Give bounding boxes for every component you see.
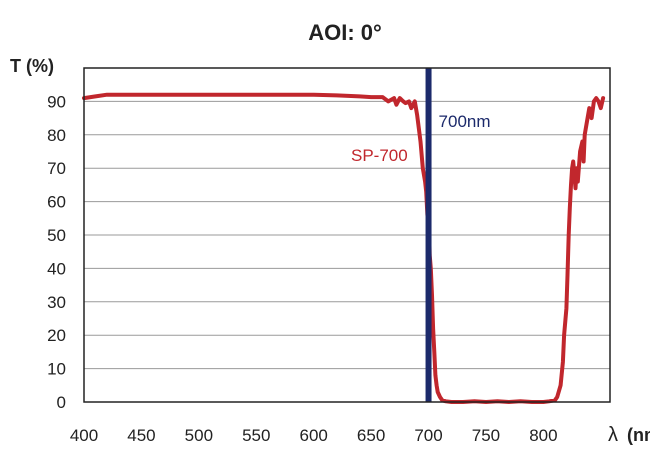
grid [84, 100, 610, 370]
x-axis-symbol: λ [608, 424, 618, 446]
x-axis-ticks: 400 450 500 550 600 650 700 750 800 [70, 426, 558, 445]
series-line-sp-700 [82, 92, 606, 404]
x-tick-label: 400 [70, 426, 98, 445]
x-tick-label: 650 [357, 426, 385, 445]
marker-layer: 700nm [425, 68, 491, 402]
x-axis-title: λ (nm) [608, 424, 650, 446]
y-axis-title: T (%) [10, 56, 54, 76]
wavelength-marker-label: 700nm [439, 112, 491, 131]
y-tick-label: 50 [47, 226, 66, 245]
y-tick-label: 40 [47, 259, 66, 278]
y-tick-label: 30 [47, 293, 66, 312]
series-layer: SP-700 [82, 92, 606, 404]
x-tick-label: 600 [300, 426, 328, 445]
y-tick-label: 0 [57, 393, 66, 412]
plot-frame [83, 67, 611, 403]
x-tick-label: 500 [185, 426, 213, 445]
x-tick-label: 700 [414, 426, 442, 445]
series-label: SP-700 [351, 146, 408, 165]
y-tick-label: 60 [47, 193, 66, 212]
x-tick-label: 550 [242, 426, 270, 445]
x-tick-label: 750 [472, 426, 500, 445]
y-tick-label: 90 [47, 92, 66, 111]
x-tick-label: 450 [127, 426, 155, 445]
y-tick-label: 70 [47, 159, 66, 178]
x-tick-label: 800 [529, 426, 557, 445]
y-axis-ticks: 0 10 20 30 40 50 60 70 80 90 [47, 92, 66, 412]
y-tick-label: 10 [47, 360, 66, 379]
chart-title: AOI: 0° [308, 20, 382, 45]
x-axis-unit: (nm) [627, 425, 650, 445]
y-tick-label: 20 [47, 326, 66, 345]
y-tick-label: 80 [47, 126, 66, 145]
